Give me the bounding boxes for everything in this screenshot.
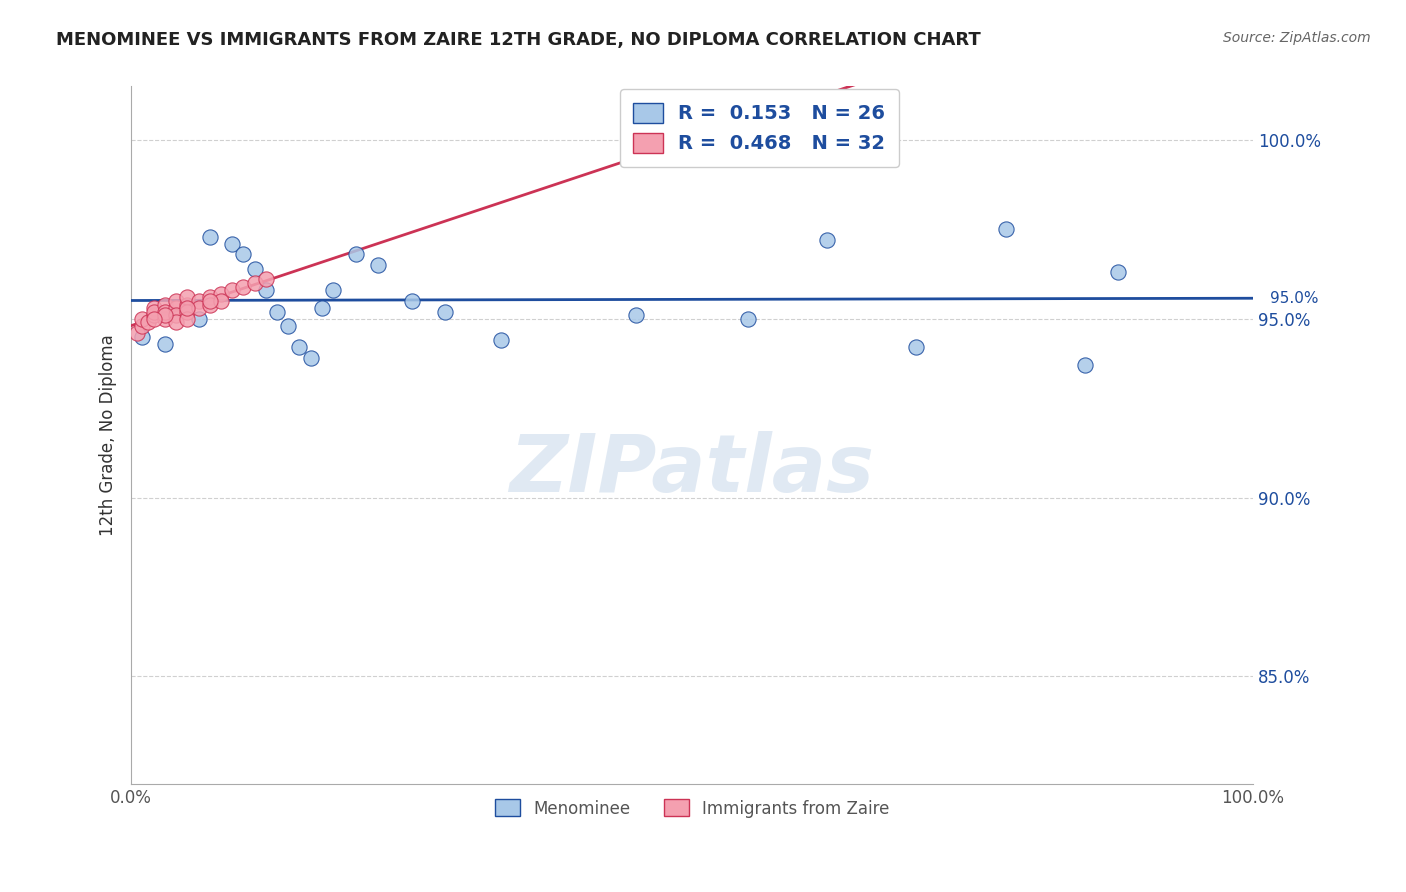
Point [136, 315, 159, 329]
Text: 95.0%: 95.0% [1270, 291, 1319, 306]
Point [254, 283, 277, 297]
Point [131, 311, 153, 326]
Y-axis label: 12th Grade, No Diploma: 12th Grade, No Diploma [100, 334, 117, 536]
Text: Source: ZipAtlas.com: Source: ZipAtlas.com [1223, 31, 1371, 45]
Point [131, 329, 153, 343]
Point [153, 304, 176, 318]
Point [299, 351, 322, 366]
Point [491, 333, 513, 347]
Point [243, 261, 266, 276]
Point [165, 315, 187, 329]
Point [198, 297, 221, 311]
Point [322, 283, 344, 297]
Point [254, 272, 277, 286]
Point [176, 290, 198, 304]
Point [277, 318, 299, 333]
Point [176, 304, 198, 318]
Text: MENOMINEE VS IMMIGRANTS FROM ZAIRE 12TH GRADE, NO DIPLOMA CORRELATION CHART: MENOMINEE VS IMMIGRANTS FROM ZAIRE 12TH … [56, 31, 981, 49]
Point [131, 318, 153, 333]
Point [125, 326, 148, 340]
Point [176, 301, 198, 315]
Point [1107, 265, 1129, 279]
Point [142, 308, 165, 322]
Point [288, 340, 311, 354]
Point [367, 258, 389, 272]
Point [232, 279, 254, 293]
Point [209, 286, 232, 301]
Point [142, 311, 165, 326]
Point [311, 301, 333, 315]
Point [153, 297, 176, 311]
Point [142, 304, 165, 318]
Point [165, 301, 187, 315]
Point [995, 222, 1018, 236]
Point [905, 340, 928, 354]
Point [176, 311, 198, 326]
Point [209, 293, 232, 308]
Point [344, 247, 367, 261]
Point [266, 304, 288, 318]
Point [187, 301, 209, 315]
Point [153, 336, 176, 351]
Point [153, 308, 176, 322]
Legend: Menominee, Immigrants from Zaire: Menominee, Immigrants from Zaire [488, 793, 896, 824]
Point [221, 236, 243, 251]
Point [815, 233, 838, 247]
Point [1073, 359, 1095, 373]
Point [243, 276, 266, 290]
Point [434, 304, 457, 318]
Point [401, 293, 423, 308]
Point [153, 311, 176, 326]
Point [165, 293, 187, 308]
Point [221, 283, 243, 297]
Text: ZIPatlas: ZIPatlas [509, 431, 875, 509]
Point [737, 311, 759, 326]
Point [198, 293, 221, 308]
Point [176, 297, 198, 311]
Point [165, 308, 187, 322]
Point [198, 229, 221, 244]
Point [187, 311, 209, 326]
Point [232, 247, 254, 261]
Point [187, 293, 209, 308]
Point [198, 290, 221, 304]
Point [624, 308, 647, 322]
Point [142, 301, 165, 315]
